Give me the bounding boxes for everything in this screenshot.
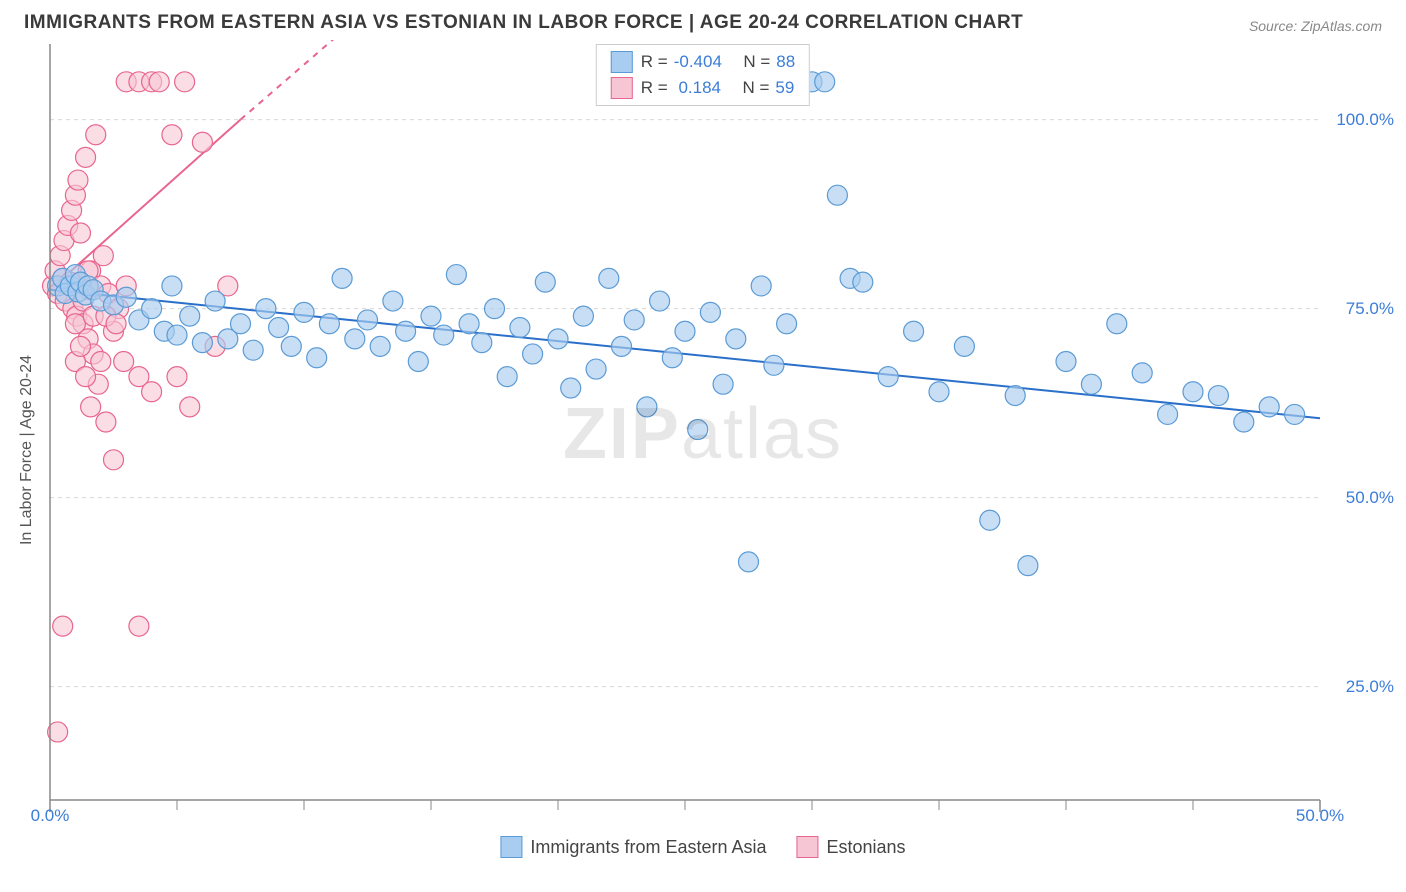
r-label: R = [641, 78, 668, 98]
swatch-pink [797, 836, 819, 858]
scatter-chart [0, 40, 1406, 860]
swatch-blue [611, 51, 633, 73]
n-value-pink: 59 [775, 78, 794, 98]
x-tick-label: 50.0% [1296, 806, 1344, 826]
correlation-legend: R = -0.404 N = 88 R = 0.184 N = 59 [596, 44, 810, 106]
swatch-pink [611, 77, 633, 99]
n-label: N = [742, 78, 769, 98]
series-legend: Immigrants from Eastern Asia Estonians [500, 836, 905, 858]
r-label: R = [641, 52, 668, 72]
chart-title: IMMIGRANTS FROM EASTERN ASIA VS ESTONIAN… [24, 12, 1023, 34]
y-tick-label: 100.0% [1336, 110, 1394, 130]
legend-row-pink: R = 0.184 N = 59 [611, 77, 795, 99]
swatch-blue [500, 836, 522, 858]
n-value-blue: 88 [776, 52, 795, 72]
plot-container: In Labor Force | Age 20-24 ZIPatlas R = … [0, 40, 1406, 860]
r-value-pink: 0.184 [674, 78, 721, 98]
y-tick-label: 75.0% [1346, 299, 1394, 319]
legend-label-blue: Immigrants from Eastern Asia [530, 837, 766, 858]
y-tick-label: 25.0% [1346, 677, 1394, 697]
r-value-blue: -0.404 [674, 52, 722, 72]
chart-header: IMMIGRANTS FROM EASTERN ASIA VS ESTONIAN… [0, 0, 1406, 40]
legend-item-pink: Estonians [797, 836, 906, 858]
legend-item-blue: Immigrants from Eastern Asia [500, 836, 766, 858]
n-label: N = [743, 52, 770, 72]
source-attribution: Source: ZipAtlas.com [1249, 18, 1382, 34]
y-axis-label: In Labor Force | Age 20-24 [18, 355, 36, 545]
x-tick-label: 0.0% [31, 806, 70, 826]
y-tick-label: 50.0% [1346, 488, 1394, 508]
legend-row-blue: R = -0.404 N = 88 [611, 51, 795, 73]
legend-label-pink: Estonians [827, 837, 906, 858]
